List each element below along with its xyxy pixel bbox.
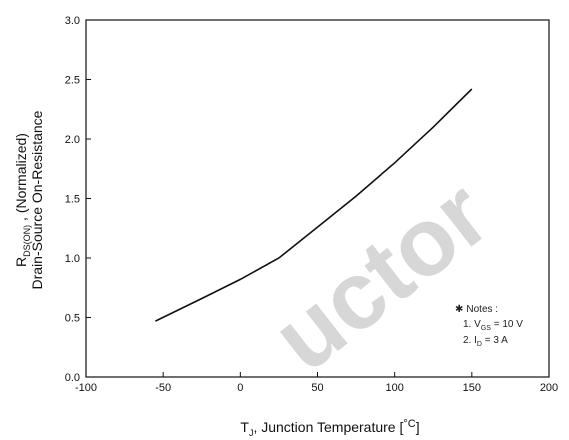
y-axis-title-line2: Drain-Source On-Resistance (29, 110, 45, 289)
y-tick-label: 2.0 (65, 134, 80, 146)
y-ticks: 0.0 0.5 1.0 1.5 2.0 2.5 3.0 (65, 15, 91, 384)
x-tick-label: 0 (237, 382, 243, 394)
y-axis-title-line1: RDS(ON) , (Normalized) (13, 133, 32, 267)
y-tick-label: 0.0 (65, 372, 80, 384)
notes-block: ✱ Notes : 1. VGS = 10 V 2. ID = 3 A (455, 304, 523, 348)
x-ticks: -100 -50 0 50 100 150 200 (75, 372, 558, 394)
note-2: 2. ID = 3 A (463, 335, 508, 348)
x-axis-title: TJ, Junction Temperature [°C] (240, 418, 419, 438)
x-tick-label: 200 (540, 382, 558, 394)
x-tick-label: -50 (155, 382, 171, 394)
watermark-text: uctor (254, 160, 509, 392)
star-icon: ✱ (455, 304, 463, 315)
rds-on-curve (155, 88, 473, 322)
x-tick-label: -100 (75, 382, 97, 394)
y-tick-label: 0.5 (65, 313, 80, 325)
x-tick-label: 100 (385, 382, 403, 394)
x-tick-label: 50 (311, 382, 323, 394)
x-tick-label: 150 (463, 382, 481, 394)
y-tick-label: 1.5 (65, 194, 80, 206)
notes-title: ✱ Notes : (455, 304, 498, 315)
note-1: 1. VGS = 10 V (463, 319, 523, 332)
y-tick-label: 3.0 (65, 15, 80, 27)
y-tick-label: 1.0 (65, 253, 80, 265)
y-tick-label: 2.5 (65, 75, 80, 87)
